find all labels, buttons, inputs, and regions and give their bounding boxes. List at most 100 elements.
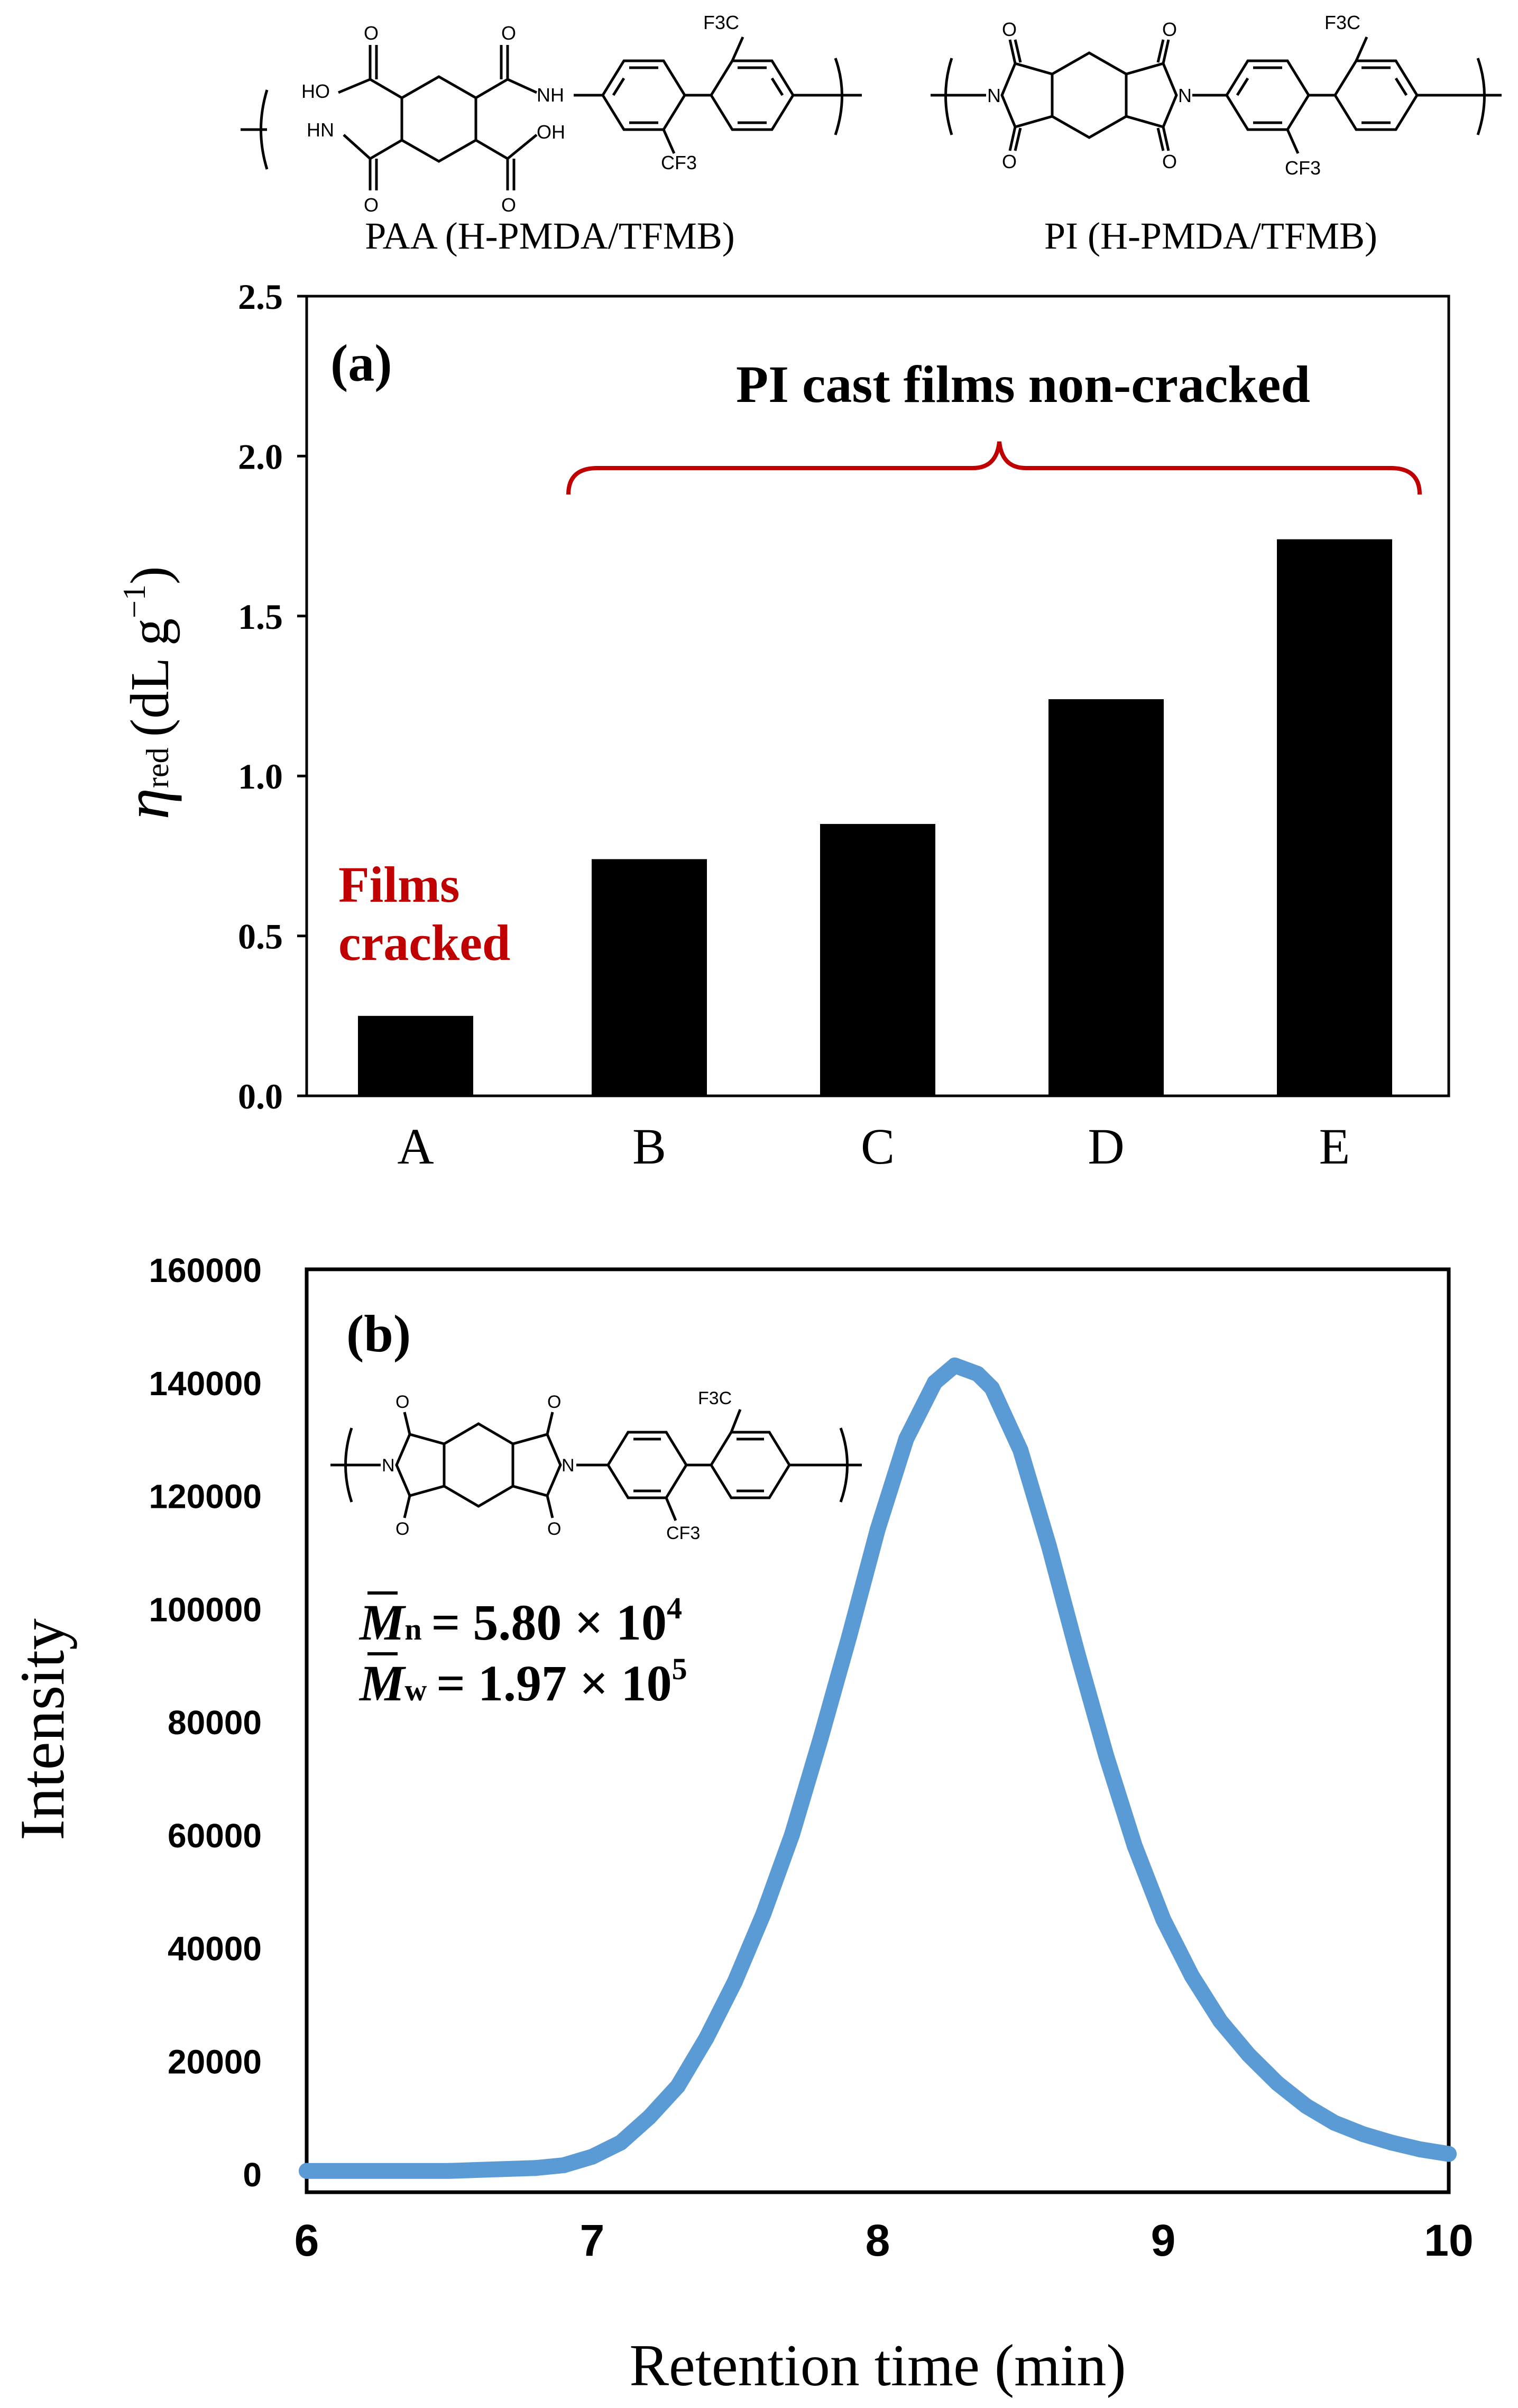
y-tick-label: 100000 xyxy=(149,1590,262,1628)
paa-bond-5 xyxy=(369,139,403,190)
panel-b-label: (b) xyxy=(346,1304,411,1363)
panel-b-mn-annotation: Mn = 5.80 × 104 xyxy=(358,1591,682,1651)
panel-a-ylabel-exp: −1 xyxy=(117,584,152,618)
pi-imide-right-co-2 xyxy=(1162,126,1170,151)
panel-b-y-axis-label: Intensity xyxy=(7,1618,77,1841)
pi-imide-left-co-1 xyxy=(1008,39,1017,64)
paa-label-ho: HO xyxy=(301,80,330,102)
panel-b-y-ticks: 0 20000 40000 60000 80000 100000 120000 140000 1… xyxy=(149,1251,262,2194)
paa-cf3-bond-2 xyxy=(662,129,676,154)
panel-b-line-chart: 0 20000 40000 60000 80000 100000 120000 140000 1… xyxy=(7,1251,1474,2398)
data-point xyxy=(641,2109,657,2126)
panel-a-x-ticks: A B C D E xyxy=(397,1118,1350,1175)
panel-b-inset-atom-labels: N O O N O O F3C CF3 xyxy=(382,1388,732,1543)
panel-a-annotation-cracked-2: cracked xyxy=(338,914,510,971)
data-point xyxy=(1327,2114,1342,2131)
inset-benzene-1-inner xyxy=(633,1438,661,1493)
paa-structure xyxy=(241,36,862,190)
data-point xyxy=(813,1731,829,1747)
panel-a-ylabel-symbol: η xyxy=(112,788,182,820)
paa-benzene-2 xyxy=(710,59,795,131)
panel-b-inset-structure xyxy=(330,1409,862,1521)
y-tick-label: 80000 xyxy=(168,1704,262,1742)
pi-imide-left xyxy=(1000,61,1054,129)
inset-label-o-2: O xyxy=(395,1519,409,1539)
mn-value: = 5.80 × 10 xyxy=(431,1594,667,1651)
panel-b-data-points xyxy=(299,1357,1457,2179)
pi-imide-right-co-1 xyxy=(1162,39,1170,64)
data-point xyxy=(970,1366,986,1382)
pi-atom-labels: N O O N O O F3C CF3 xyxy=(987,12,1360,179)
data-point xyxy=(556,2157,572,2173)
inset-label-f3c: F3C xyxy=(698,1388,732,1408)
x-tick-label-D: D xyxy=(1088,1118,1124,1175)
pi-imide-left-co-2b xyxy=(1014,127,1022,151)
panel-a-bar-chart: 0.0 0.5 1.0 1.5 2.0 2.5 A B C D E (a) PI cast fil… xyxy=(112,277,1450,1175)
paa-bond-1 xyxy=(369,45,403,99)
inset-co-2 xyxy=(403,1495,411,1518)
data-point xyxy=(1441,2146,1457,2162)
bar-D xyxy=(1048,699,1164,1096)
mw-symbol: M xyxy=(358,1655,407,1711)
data-point xyxy=(1241,2047,1257,2063)
panel-a-annotation-cracked-1: Films xyxy=(338,856,459,913)
data-point xyxy=(841,1628,857,1645)
paa-cf3-bond-1 xyxy=(731,36,744,62)
panel-a-y-ticks: 0.0 0.5 1.0 1.5 2.0 2.5 xyxy=(238,277,307,1116)
data-point xyxy=(1269,2075,1285,2091)
data-point xyxy=(870,1521,886,1537)
mw-text: Mw = 1.97 × 105 xyxy=(358,1652,687,1711)
data-point xyxy=(698,2030,714,2046)
paa-label-o-3: O xyxy=(364,194,379,216)
pi-label-cf3: CF3 xyxy=(1285,157,1321,179)
pi-label-f3c: F3C xyxy=(1324,12,1360,33)
y-tick-label: 0.0 xyxy=(238,1076,283,1116)
data-point xyxy=(1412,2141,1428,2158)
panel-a-ylabel-subscript: red xyxy=(140,747,175,788)
bar-E xyxy=(1277,539,1392,1096)
data-point xyxy=(527,2160,543,2176)
paa-atom-labels: HO O O NH HN O OH O F3C CF3 xyxy=(301,12,739,216)
pi-benzene-1-inner xyxy=(1236,66,1282,124)
pi-imide-right-co-2b xyxy=(1156,127,1165,151)
pi-benzene-1 xyxy=(1225,59,1310,131)
bar-B xyxy=(592,859,707,1096)
paa-label-cf3: CF3 xyxy=(661,152,697,173)
x-tick-label-B: B xyxy=(632,1118,666,1175)
y-tick-label: 60000 xyxy=(168,1817,262,1855)
data-point xyxy=(670,2078,686,2094)
pi-cf3-bond-2 xyxy=(1286,129,1300,154)
y-tick-label: 160000 xyxy=(149,1251,262,1289)
inset-co-4 xyxy=(546,1495,554,1518)
bar-C xyxy=(820,823,935,1096)
x-tick-label: 10 xyxy=(1424,2215,1473,2265)
paa-caption: PAA (H-PMDA/TFMB) xyxy=(365,215,735,257)
pi-imide-left-co-2 xyxy=(1008,126,1017,151)
inset-imide-right xyxy=(512,1433,562,1497)
paa-benzene-1-inner xyxy=(612,66,658,124)
paa-label-o-4: O xyxy=(501,194,516,216)
pi-structure xyxy=(931,36,1502,154)
inset-benzene-1 xyxy=(606,1431,688,1499)
pi-caption: PI (H-PMDA/TFMB) xyxy=(1044,215,1377,257)
y-tick-label: 0.5 xyxy=(238,917,283,957)
paa-bond-7 xyxy=(475,139,509,190)
pi-imide-left-co-1b xyxy=(1014,39,1022,63)
inset-co-1 xyxy=(403,1412,411,1435)
pi-imide-right xyxy=(1126,61,1178,129)
inset-label-o-4: O xyxy=(547,1519,561,1539)
inset-co-3 xyxy=(546,1412,554,1435)
y-tick-label: 2.5 xyxy=(238,277,283,317)
data-point xyxy=(1298,2098,1314,2114)
mn-symbol: M xyxy=(358,1594,407,1651)
pi-cf3-bond-1 xyxy=(1355,36,1368,62)
x-tick-label-C: C xyxy=(861,1118,895,1175)
data-point xyxy=(1070,1645,1085,1662)
panel-a-y-axis-label: ηred (dL g−1) xyxy=(112,566,182,820)
mn-text: Mn = 5.80 × 104 xyxy=(358,1591,682,1651)
data-point xyxy=(1212,2013,1228,2029)
paa-bond-6 xyxy=(343,134,371,160)
panel-b-x-ticks: 6 7 8 9 10 xyxy=(295,2215,1474,2265)
data-point xyxy=(927,1374,943,1390)
